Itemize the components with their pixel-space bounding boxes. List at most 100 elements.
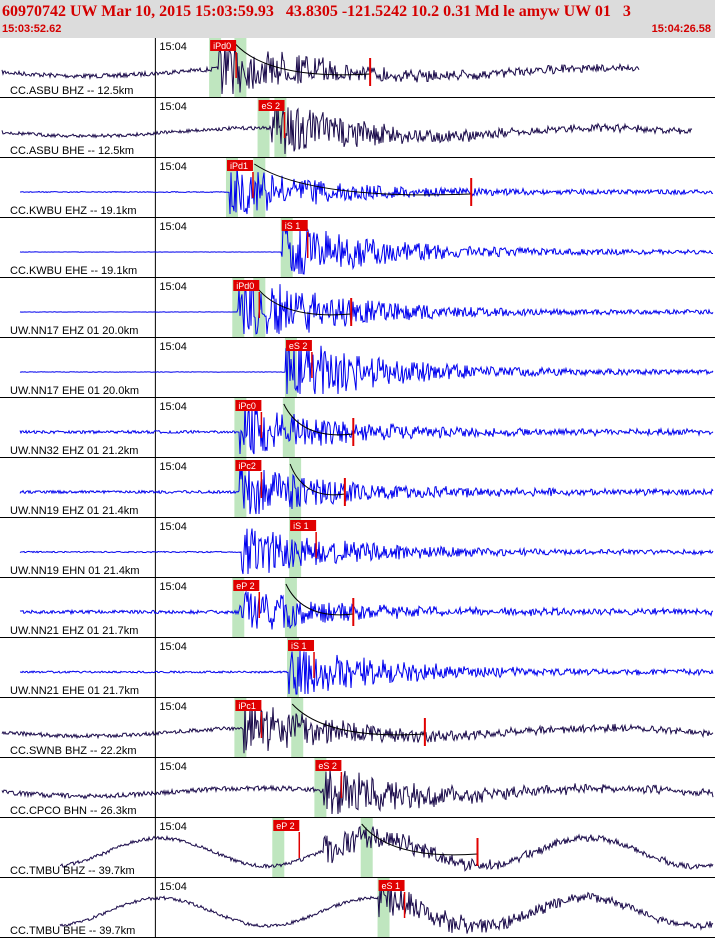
pick-flag <box>378 880 405 891</box>
pick-flag <box>210 40 237 51</box>
coda-envelope <box>235 43 371 76</box>
station-label: UW.NN17 EHE 01 20.0km <box>10 385 139 397</box>
minute-label: 15:04 <box>159 761 187 773</box>
pick-flag <box>258 100 285 111</box>
pick-flag <box>281 220 308 231</box>
coda-envelope <box>291 703 425 736</box>
phase-window <box>280 218 293 278</box>
pick-flag <box>235 700 262 711</box>
pick-flag <box>226 160 253 171</box>
station-label: UW.NN32 EHZ 01 21.2km <box>10 445 138 457</box>
station-label: CC.KWBU EHE -- 19.1km <box>10 265 137 277</box>
minute-label: 15:04 <box>159 461 187 473</box>
minute-label: 15:04 <box>159 581 187 593</box>
trace-panel: 15:04 iPc0 UW.NN32 EHZ 01 21.2km <box>0 398 715 458</box>
coda-envelope <box>361 823 478 856</box>
trace-panel: 15:04 iS 1 UW.NN21 EHE 01 21.7km <box>0 638 715 698</box>
pick-flag <box>285 340 312 351</box>
window-start-time: 15:03:52.62 <box>2 23 62 35</box>
minute-label: 15:04 <box>159 521 187 533</box>
pick-label: iPd1 <box>230 161 248 171</box>
station-label: CC.ASBU BHE -- 12.5km <box>10 145 134 157</box>
station-label: UW.NN21 EHZ 01 21.7km <box>10 625 138 637</box>
pick-flag <box>233 580 260 591</box>
minute-label: 15:04 <box>159 821 187 833</box>
pick-flag <box>290 520 317 531</box>
station-label: UW.NN19 EHN 01 21.4km <box>10 565 140 577</box>
pick-label: eS 2 <box>318 761 337 771</box>
station-label: CC.SWNB BHZ -- 22.2km <box>10 745 137 757</box>
minute-label: 15:04 <box>159 881 187 893</box>
minute-label: 15:04 <box>159 101 187 113</box>
station-label: CC.TMBU BHZ -- 39.7km <box>10 865 135 877</box>
minute-label: 15:04 <box>159 401 187 413</box>
pick-flag <box>288 640 315 651</box>
trace-panel: 15:04 eS 2 CC.CPCO BHN -- 26.3km <box>0 758 715 818</box>
pick-flag <box>235 400 262 411</box>
waveform <box>19 402 714 455</box>
waveform <box>1 769 714 815</box>
waveform <box>19 341 714 395</box>
minute-label: 15:04 <box>159 41 187 53</box>
trace-panel: 15:04 iPd0 UW.NN17 EHZ 01 20.0km <box>0 278 715 338</box>
event-title: 60970742 UW Mar 10, 2015 15:03:59.93 43.… <box>2 3 631 20</box>
pick-label: eP 2 <box>276 821 294 831</box>
pick-label: iS 1 <box>293 521 309 531</box>
trace-panel: 15:04 iS 1 CC.KWBU EHE -- 19.1km <box>0 218 715 278</box>
trace-panel: 15:04 iPd0 CC.ASBU BHZ -- 12.5km <box>0 38 715 98</box>
trace-panel: 15:04 iPc1 CC.SWNB BHZ -- 22.2km <box>0 698 715 758</box>
trace-panel: 15:04 eS 1 CC.TMBU BHE -- 39.7km <box>0 878 715 938</box>
pick-label: iPc1 <box>238 701 256 711</box>
phase-window <box>209 38 222 98</box>
minute-label: 15:04 <box>159 341 187 353</box>
waveform <box>1 101 693 155</box>
coda-envelope <box>283 403 354 436</box>
minute-label: 15:04 <box>159 641 187 653</box>
pick-label: iS 1 <box>291 641 307 651</box>
pick-label: iS 1 <box>285 221 301 231</box>
waveform <box>59 825 714 872</box>
waveform <box>19 281 714 335</box>
pick-label: eS 2 <box>289 341 308 351</box>
minute-label: 15:04 <box>159 221 187 233</box>
station-label: CC.KWBU EHZ -- 19.1km <box>10 205 137 217</box>
trace-panel: 15:04 iPd1 CC.KWBU EHZ -- 19.1km <box>0 158 715 218</box>
phase-window <box>225 158 238 218</box>
waveform <box>59 881 714 934</box>
waveform <box>19 224 713 275</box>
waveform <box>19 649 714 695</box>
seismogram-panels[interactable]: 15:04 iPd0 CC.ASBU BHZ -- 12.5km 15:04 eS 2 C… <box>0 38 715 938</box>
station-label: UW.NN17 EHZ 01 20.0km <box>10 325 138 337</box>
pick-flag <box>273 820 300 831</box>
station-label: CC.CPCO BHN -- 26.3km <box>10 805 137 817</box>
trace-panel: 15:04 eP 2 UW.NN21 EHZ 01 21.7km <box>0 578 715 638</box>
trace-panel: 15:04 eS 2 UW.NN17 EHE 01 20.0km <box>0 338 715 398</box>
pick-label: iPc0 <box>238 401 256 411</box>
pick-label: eS 2 <box>262 101 281 111</box>
pick-label: eS 1 <box>382 881 401 891</box>
pick-flag <box>235 460 262 471</box>
waveform <box>19 464 714 515</box>
phase-window <box>282 398 295 458</box>
pick-label: iPc2 <box>238 461 256 471</box>
coda-envelope <box>285 583 354 616</box>
phase-window <box>272 818 285 878</box>
pick-label: iPd0 <box>213 41 231 51</box>
pick-flag <box>315 760 342 771</box>
trace-panel: 15:04 iPc2 UW.NN19 EHZ 01 21.4km <box>0 458 715 518</box>
waveform <box>1 702 714 754</box>
header-bar: 60970742 UW Mar 10, 2015 15:03:59.93 43.… <box>0 0 715 38</box>
coda-envelope <box>289 463 345 496</box>
window-end-time: 15:04:26.58 <box>651 23 711 35</box>
coda-envelope <box>254 163 472 196</box>
trace-panel: 15:04 iS 1 UW.NN19 EHN 01 21.4km <box>0 518 715 578</box>
waveform <box>19 590 714 630</box>
pick-flag <box>233 280 260 291</box>
waveform <box>19 528 714 575</box>
trace-panel: 15:04 eP 2 CC.TMBU BHZ -- 39.7km <box>0 818 715 878</box>
minute-label: 15:04 <box>159 281 187 293</box>
station-label: CC.ASBU BHZ -- 12.5km <box>10 85 133 97</box>
station-label: UW.NN19 EHZ 01 21.4km <box>10 505 138 517</box>
phase-window <box>232 578 245 638</box>
